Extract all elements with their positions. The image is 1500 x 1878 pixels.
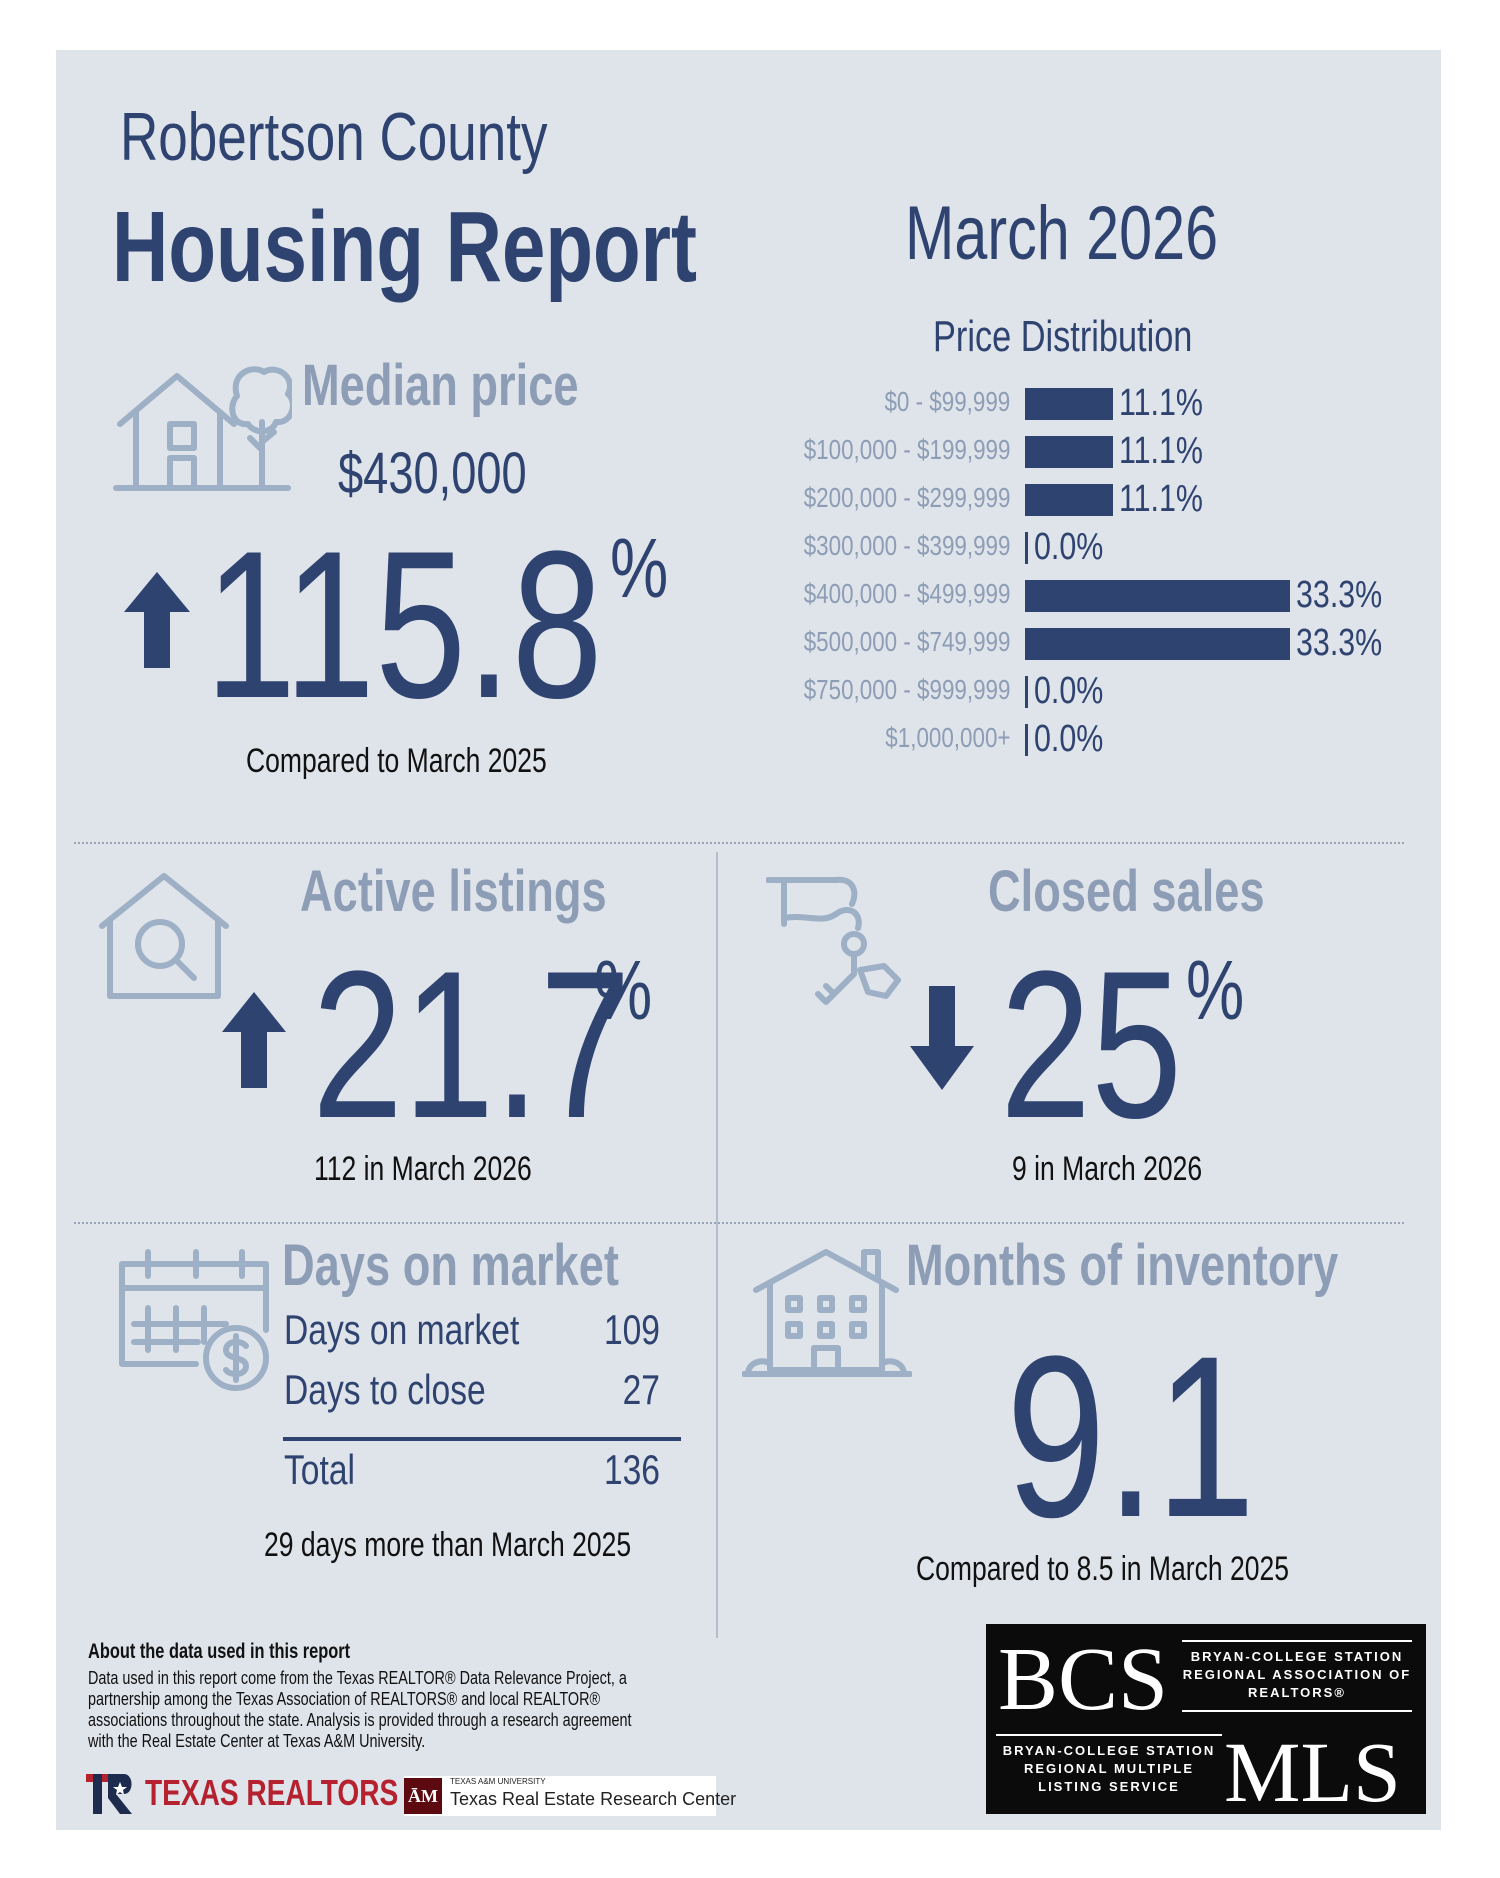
price-bar-value: 33.3%: [1296, 574, 1383, 616]
closed-sales-change: 25: [1000, 927, 1183, 1162]
report-panel: [56, 50, 1441, 1830]
price-bar-row: $300,000 - $399,999 0.0%: [720, 524, 1280, 572]
months-inventory-value: 9.1: [1006, 1308, 1256, 1565]
mls-text: MLS: [1224, 1724, 1401, 1820]
median-price-pct-sign: %: [610, 521, 669, 615]
price-bar: [1025, 580, 1290, 612]
tamu-small-text: TEXAS A&M UNIVERSITY: [450, 1777, 546, 1786]
price-bar-value: 0.0%: [1034, 526, 1104, 568]
price-bar-label: $200,000 - $299,999: [803, 482, 1010, 513]
divider-vertical: [716, 852, 718, 1638]
building-icon: [742, 1249, 912, 1377]
closed-sales-pct-sign: %: [1186, 943, 1245, 1037]
price-bar-value: 0.0%: [1034, 718, 1104, 760]
tamu-name-text: Texas Real Estate Research Center: [450, 1789, 737, 1809]
price-bar: [1025, 484, 1113, 516]
months-inventory-title: Months of inventory: [906, 1233, 1339, 1298]
texas-realtors-logo-text: TEXAS REALTORS: [145, 1772, 399, 1813]
dtc-row-label: Days to close: [284, 1366, 486, 1413]
about-title: About the data used in this report: [88, 1640, 351, 1663]
price-bar-label: $750,000 - $999,999: [803, 674, 1010, 705]
dom-row-label: Days on market: [284, 1306, 520, 1353]
mls-service-text: BRYAN-COLLEGE STATION REGIONAL MULTIPLE …: [1002, 1743, 1216, 1795]
active-listings-title: Active listings: [300, 859, 607, 924]
price-bar-row: $200,000 - $299,999 11.1%: [720, 476, 1280, 524]
price-bar: [1025, 724, 1028, 756]
closed-sales-title: Closed sales: [988, 859, 1265, 924]
price-bar-label: $1,000,000+: [884, 722, 1010, 753]
bcs-text: BCS: [998, 1630, 1169, 1729]
texas-realtors-logo-icon: [86, 1774, 132, 1814]
months-inventory-caption: Compared to 8.5 in March 2025: [916, 1550, 1289, 1588]
price-bar: [1025, 436, 1113, 468]
median-price-caption: Compared to March 2025: [246, 742, 547, 780]
total-rule: [283, 1437, 681, 1441]
closed-sales-caption: 9 in March 2026: [1012, 1150, 1203, 1188]
price-bar-row: $1,000,000+ 0.0%: [720, 716, 1280, 764]
price-distribution-title: Price Distribution: [933, 312, 1193, 361]
bcs-mls-logo: BCS BRYAN-COLLEGE STATION REGIONAL ASSOC…: [986, 1624, 1426, 1820]
price-bar-row: $400,000 - $499,999 33.3%: [720, 572, 1382, 620]
price-distribution-chart: $0 - $99,999 11.1% $100,000 - $199,999 11.1…: [720, 380, 1382, 760]
about-body: Data used in this report come from the T…: [88, 1668, 632, 1751]
price-bar-row: $500,000 - $749,999 33.3%: [720, 620, 1382, 668]
price-bar-value: 11.1%: [1119, 382, 1203, 424]
arrow-up-icon: [222, 992, 286, 1088]
dtc-row-value: 27: [622, 1366, 660, 1413]
price-bar-label: $100,000 - $199,999: [803, 434, 1010, 465]
total-value: 136: [603, 1446, 660, 1493]
price-bar-row: $0 - $99,999 11.1%: [720, 380, 1280, 428]
median-price-value: $430,000: [338, 441, 527, 506]
price-bar-label: $300,000 - $399,999: [803, 530, 1010, 561]
county-name: Robertson County: [120, 99, 548, 175]
price-bar: [1025, 628, 1290, 660]
tamu-mark-icon: ĀM: [404, 1778, 442, 1814]
tamu-logo: ĀM TEXAS A&M UNIVERSITY Texas Real Estat…: [404, 1776, 736, 1816]
median-price-change: 115.8: [205, 507, 603, 742]
active-listings-pct-sign: %: [594, 943, 653, 1037]
divider-1: [74, 842, 1404, 844]
days-on-market-title: Days on market: [282, 1233, 619, 1298]
price-bar-value: 11.1%: [1119, 478, 1203, 520]
bcs-association-text: BRYAN-COLLEGE STATION REGIONAL ASSOCIATI…: [1182, 1649, 1412, 1701]
price-bar: [1025, 676, 1028, 708]
price-bar-label: $0 - $99,999: [884, 386, 1010, 417]
price-bar: [1025, 388, 1113, 420]
dom-row-value: 109: [603, 1306, 660, 1353]
house-search-icon: [99, 873, 229, 999]
price-bar-value: 11.1%: [1119, 430, 1203, 472]
price-bar-value: 0.0%: [1034, 670, 1104, 712]
active-listings-caption: 112 in March 2026: [314, 1150, 532, 1188]
active-listings-change: 21.7: [312, 927, 631, 1162]
price-bar-label: $500,000 - $749,999: [803, 626, 1010, 657]
calendar-dollar-icon: [119, 1249, 269, 1391]
price-bar-row: $750,000 - $999,999 0.0%: [720, 668, 1280, 716]
days-on-market-caption: 29 days more than March 2025: [264, 1526, 632, 1564]
price-bar-label: $400,000 - $499,999: [803, 578, 1010, 609]
arrow-up-icon: [124, 572, 190, 668]
house-tree-icon: [113, 366, 292, 491]
report-month: March 2026: [905, 191, 1219, 276]
hand-keys-icon: [766, 876, 901, 1005]
price-bar: [1025, 532, 1028, 564]
price-bar-value: 33.3%: [1296, 622, 1383, 664]
total-label: Total: [284, 1446, 355, 1493]
divider-2: [74, 1222, 1404, 1224]
price-bar-row: $100,000 - $199,999 11.1%: [720, 428, 1280, 476]
median-price-title: Median price: [302, 353, 579, 418]
arrow-down-icon: [910, 986, 974, 1090]
report-title: Housing Report: [112, 191, 697, 303]
